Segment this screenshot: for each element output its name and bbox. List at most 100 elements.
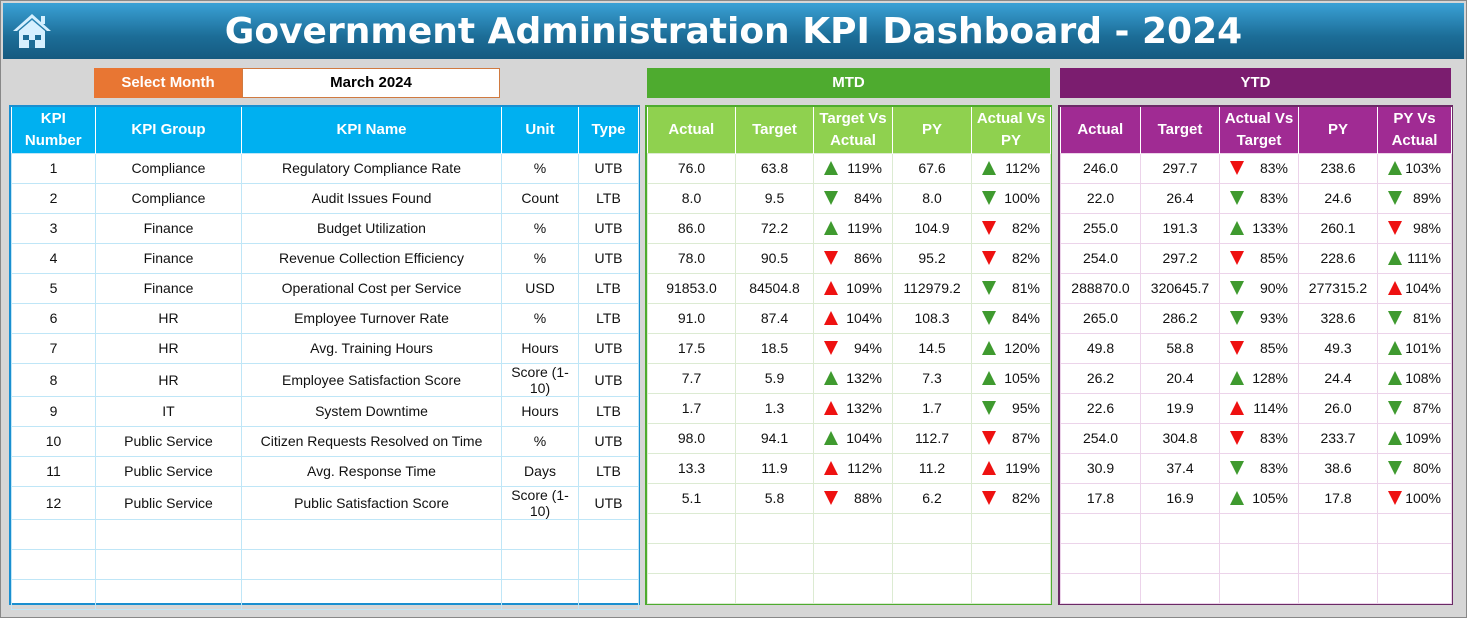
arrow-down-red-icon xyxy=(824,251,838,265)
table-row: 78.0 90.5 86% 95.2 82% xyxy=(647,242,1051,274)
cell-comparison: 112% xyxy=(971,152,1051,184)
cell-comparison: 108% xyxy=(1377,362,1452,394)
kpi-info-table: KPI Number KPI Group KPI Name Unit Type 1 Comp… xyxy=(9,105,640,610)
cell-type: UTB xyxy=(578,152,639,184)
cell-num: 7 xyxy=(11,332,96,364)
empty-cell xyxy=(578,578,639,610)
table-row: 4 Finance Revenue Collection Efficiency% UT… xyxy=(11,242,639,274)
cell-name: System Downtime xyxy=(241,395,502,427)
column-header: Actual xyxy=(647,107,736,153)
empty-cell xyxy=(892,512,972,544)
percent-value: 119% xyxy=(847,160,882,176)
cell-unit: Days xyxy=(501,455,579,487)
column-header: Target Vs Actual xyxy=(813,107,893,153)
cell-unit: % xyxy=(501,425,579,457)
cell-name: Employee Satisfaction Score xyxy=(241,362,502,397)
cell-value: 76.0 xyxy=(647,152,736,184)
percent-value: 132% xyxy=(846,370,882,386)
percent-value: 95% xyxy=(1011,400,1040,416)
cell-value: 91853.0 xyxy=(647,272,736,304)
mtd-table: Actual Target Target Vs Actual PY Actual Vs … xyxy=(645,105,1052,605)
percent-value: 83% xyxy=(1259,460,1288,476)
percent-value: 93% xyxy=(1259,310,1288,326)
cell-value: 26.2 xyxy=(1060,362,1141,394)
cell-name: Employee Turnover Rate xyxy=(241,302,502,334)
column-header: PY xyxy=(1298,107,1378,153)
home-icon[interactable] xyxy=(11,11,53,51)
cell-value: 94.1 xyxy=(735,422,814,454)
cell-type: UTB xyxy=(578,362,639,397)
empty-cell xyxy=(735,542,814,574)
percent-value: 83% xyxy=(1259,190,1288,206)
cell-unit: Count xyxy=(501,182,579,214)
empty-row xyxy=(1060,542,1452,574)
cell-value: 11.2 xyxy=(892,452,972,484)
cell-comparison: 82% xyxy=(971,212,1051,244)
cell-comparison: 85% xyxy=(1219,242,1299,274)
column-header: Unit xyxy=(501,107,579,153)
select-month-label: Select Month xyxy=(94,68,242,98)
percent-value: 85% xyxy=(1259,340,1288,356)
cell-value: 191.3 xyxy=(1140,212,1220,244)
cell-comparison: 105% xyxy=(1219,482,1299,514)
cell-unit: USD xyxy=(501,272,579,304)
arrow-down-red-icon xyxy=(982,221,996,235)
percent-value: 119% xyxy=(1005,460,1040,476)
arrow-up-green-icon xyxy=(1388,161,1402,175)
arrow-down-red-icon xyxy=(1230,161,1244,175)
cell-value: 67.6 xyxy=(892,152,972,184)
table-row: 49.8 58.8 85% 49.3 101% xyxy=(1060,332,1452,364)
arrow-down-green-icon xyxy=(1230,311,1244,325)
empty-cell xyxy=(241,548,502,580)
percent-value: 88% xyxy=(853,490,882,506)
cell-comparison: 84% xyxy=(971,302,1051,334)
cell-comparison: 83% xyxy=(1219,452,1299,484)
cell-num: 2 xyxy=(11,182,96,214)
table-row: 254.0 304.8 83% 233.7 109% xyxy=(1060,422,1452,454)
table-row: 1 Compliance Regulatory Compliance Rate% UT… xyxy=(11,152,639,184)
cell-comparison: 81% xyxy=(1377,302,1452,334)
cell-num: 1 xyxy=(11,152,96,184)
table-row: 5.1 5.8 88% 6.2 82% xyxy=(647,482,1051,514)
cell-value: 286.2 xyxy=(1140,302,1220,334)
table-row: 7.7 5.9 132% 7.3 105% xyxy=(647,362,1051,394)
cell-value: 24.4 xyxy=(1298,362,1378,394)
cell-value: 112979.2 xyxy=(892,272,972,304)
cell-value: 7.3 xyxy=(892,362,972,394)
arrow-down-red-icon xyxy=(1388,221,1402,235)
column-header: KPI Name xyxy=(241,107,502,153)
cell-value: 24.6 xyxy=(1298,182,1378,214)
table-row: 255.0 191.3 133% 260.1 98% xyxy=(1060,212,1452,244)
cell-comparison: 84% xyxy=(813,182,893,214)
empty-row xyxy=(11,548,639,580)
cell-value: 95.2 xyxy=(892,242,972,274)
cell-comparison: 100% xyxy=(971,182,1051,214)
arrow-down-green-icon xyxy=(1230,281,1244,295)
cell-comparison: 80% xyxy=(1377,452,1452,484)
cell-comparison: 119% xyxy=(813,212,893,244)
table-row: 254.0 297.2 85% 228.6 111% xyxy=(1060,242,1452,274)
month-dropdown[interactable]: March 2024 xyxy=(242,68,500,98)
empty-cell xyxy=(971,542,1051,574)
empty-cell xyxy=(813,572,893,604)
cell-value: 238.6 xyxy=(1298,152,1378,184)
empty-cell xyxy=(1298,542,1378,574)
empty-cell xyxy=(578,548,639,580)
percent-value: 120% xyxy=(1004,340,1040,356)
cell-value: 8.0 xyxy=(892,182,972,214)
cell-group: IT xyxy=(95,395,242,427)
cell-comparison: 119% xyxy=(971,452,1051,484)
table-row: 17.8 16.9 105% 17.8 100% xyxy=(1060,482,1452,514)
cell-name: Budget Utilization xyxy=(241,212,502,244)
empty-cell xyxy=(1060,572,1141,604)
arrow-up-red-icon xyxy=(982,461,996,475)
cell-value: 9.5 xyxy=(735,182,814,214)
column-header: KPI Group xyxy=(95,107,242,153)
percent-value: 85% xyxy=(1259,250,1288,266)
percent-value: 81% xyxy=(1011,280,1040,296)
cell-type: UTB xyxy=(578,425,639,457)
percent-value: 80% xyxy=(1412,460,1441,476)
arrow-down-red-icon xyxy=(1230,341,1244,355)
table-row: 5 Finance Operational Cost per Service USD L… xyxy=(11,272,639,304)
cell-value: 1.3 xyxy=(735,392,814,424)
